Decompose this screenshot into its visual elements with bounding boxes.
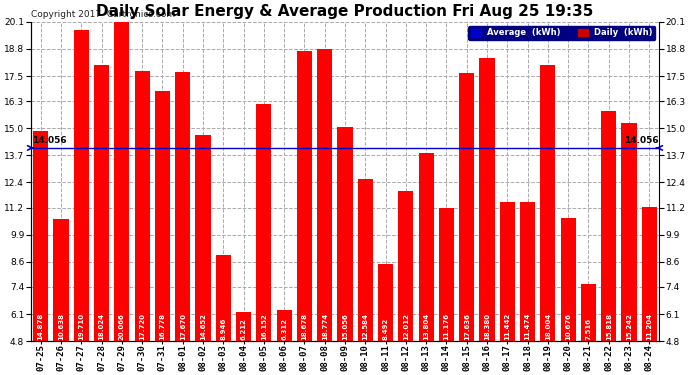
Bar (540, 66, 555, 341)
Text: 11.176: 11.176 (444, 313, 449, 340)
Text: 15.056: 15.056 (342, 314, 348, 340)
Bar (419, 153, 434, 341)
Bar (155, 91, 170, 341)
Bar (560, 219, 575, 341)
Text: 19.710: 19.710 (78, 313, 84, 340)
Bar (439, 208, 454, 341)
Text: 12.012: 12.012 (403, 313, 409, 340)
Text: 10.676: 10.676 (565, 313, 571, 340)
Bar (500, 202, 515, 341)
Bar (74, 30, 89, 341)
Text: 14.878: 14.878 (38, 313, 43, 340)
Text: 18.774: 18.774 (322, 313, 328, 340)
Text: 14.652: 14.652 (200, 313, 206, 340)
Text: Copyright 2017  Cartronics.com: Copyright 2017 Cartronics.com (30, 9, 175, 18)
Bar (277, 310, 292, 341)
Bar (398, 190, 413, 341)
Bar (135, 71, 150, 341)
Bar (33, 131, 48, 341)
Text: 11.474: 11.474 (524, 313, 531, 340)
Text: 15.242: 15.242 (626, 313, 632, 340)
Text: 11.442: 11.442 (504, 313, 511, 340)
Bar (297, 51, 312, 341)
Text: 6.212: 6.212 (241, 318, 246, 340)
Bar (642, 207, 657, 341)
Text: 18.004: 18.004 (545, 313, 551, 340)
Text: 8.492: 8.492 (382, 318, 388, 340)
Text: 8.946: 8.946 (220, 318, 226, 340)
Bar (236, 312, 251, 341)
Text: 12.584: 12.584 (362, 313, 368, 340)
Bar (53, 219, 68, 341)
Text: 18.678: 18.678 (302, 313, 308, 340)
Text: 15.818: 15.818 (606, 313, 612, 340)
Bar (115, 22, 130, 341)
Bar (622, 123, 637, 341)
Text: 7.516: 7.516 (585, 318, 591, 340)
Text: 17.636: 17.636 (464, 313, 470, 340)
Text: 16.778: 16.778 (159, 313, 166, 340)
Text: 10.638: 10.638 (58, 313, 64, 340)
Bar (581, 285, 596, 341)
Bar (378, 264, 393, 341)
Bar (175, 72, 190, 341)
Text: 18.380: 18.380 (484, 313, 490, 340)
Text: 13.804: 13.804 (423, 313, 429, 340)
Bar (195, 135, 210, 341)
Bar (459, 73, 474, 341)
Text: 14.056: 14.056 (32, 136, 66, 145)
Bar (520, 202, 535, 341)
Bar (357, 178, 373, 341)
Bar (256, 104, 271, 341)
Bar (601, 111, 616, 341)
Bar (337, 127, 353, 341)
Text: 17.670: 17.670 (179, 313, 186, 340)
Text: 11.204: 11.204 (647, 313, 652, 340)
Title: Daily Solar Energy & Average Production Fri Aug 25 19:35: Daily Solar Energy & Average Production … (97, 4, 593, 19)
Text: 20.066: 20.066 (119, 314, 125, 340)
Text: 17.720: 17.720 (139, 313, 145, 340)
Text: 16.152: 16.152 (261, 314, 267, 340)
Text: 18.024: 18.024 (99, 313, 105, 340)
Text: 6.312: 6.312 (281, 318, 287, 340)
Bar (216, 255, 231, 341)
Text: 14.056: 14.056 (624, 136, 658, 145)
Bar (94, 65, 109, 341)
Bar (317, 50, 333, 341)
Bar (480, 58, 495, 341)
Legend: Average  (kWh), Daily  (kWh): Average (kWh), Daily (kWh) (469, 26, 656, 40)
